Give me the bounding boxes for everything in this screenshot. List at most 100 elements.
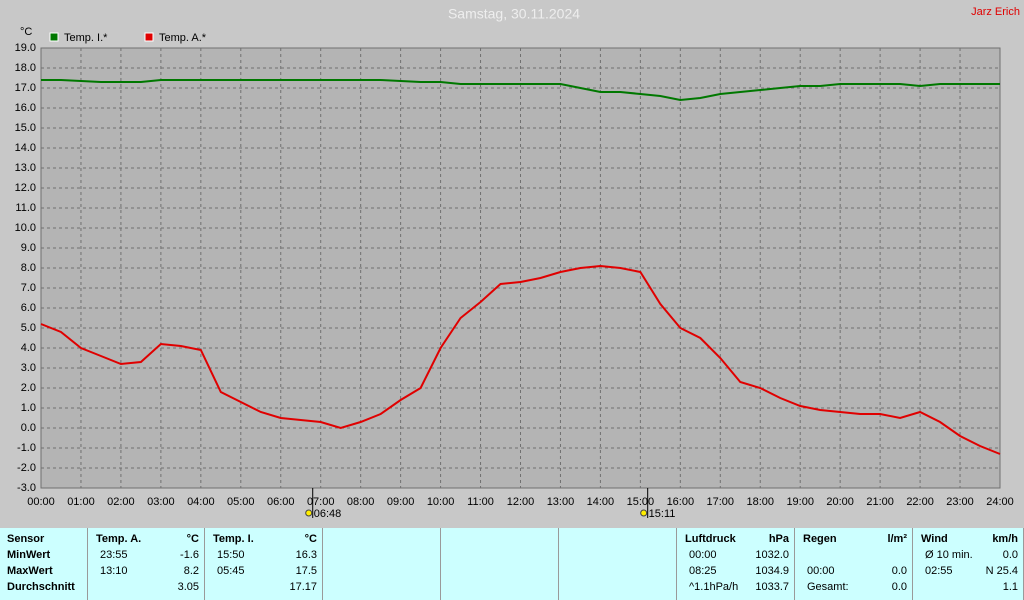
sun-icon: [305, 509, 313, 517]
table-cell: Ø 10 min.: [925, 549, 973, 561]
x-tick-label: 19:00: [786, 496, 814, 508]
x-tick-label: 17:00: [707, 496, 735, 508]
sun-icon: [640, 509, 648, 517]
x-tick-label: 01:00: [67, 496, 95, 508]
table-cell: 0.0: [891, 565, 907, 577]
y-tick-label: 2.0: [21, 382, 36, 394]
table-cell: ^1.1hPa/h: [689, 581, 739, 593]
table-cell: 15:50: [217, 549, 245, 561]
table-column: [677, 528, 795, 600]
chart-title: Samstag, 30.11.2024: [448, 6, 580, 22]
y-tick-label: 17.0: [15, 82, 36, 94]
legend-swatch: [144, 32, 154, 42]
x-tick-label: 15:00: [627, 496, 655, 508]
x-tick-label: 07:00: [307, 496, 335, 508]
table-cell: 3.05: [177, 581, 199, 593]
x-tick-label: 22:00: [906, 496, 934, 508]
table-header: km/h: [992, 533, 1018, 545]
x-tick-label: 11:00: [467, 496, 494, 508]
series-line: [41, 79, 1000, 102]
x-tick-label: 24:00: [986, 496, 1014, 508]
x-tick-label: 04:00: [187, 496, 215, 508]
plot-border: [40, 47, 1001, 489]
x-tick-label: 21:00: [866, 496, 894, 508]
x-tick-label: 08:00: [347, 496, 375, 508]
table-cell: 00:00: [689, 549, 717, 561]
table-cell: Gesamt:: [807, 581, 849, 593]
table-cell: MinWert: [7, 549, 51, 561]
table-column: [441, 528, 559, 600]
table-cell: 1033.7: [755, 581, 789, 593]
stats-table: Sensor MinWert MaxWert Durchschnitt Temp. A.…: [0, 528, 1024, 600]
y-tick-label: 12.0: [15, 182, 36, 194]
table-cell: 17.17: [289, 581, 317, 593]
table-header: Temp. I.: [213, 533, 254, 545]
series-line: [40, 264, 1001, 455]
y-tick-label: -3.0: [17, 482, 36, 494]
x-tick-label: 16:00: [667, 496, 695, 508]
y-tick-label: -1.0: [17, 442, 36, 454]
y-tick-label: 13.0: [15, 162, 36, 174]
y-axis-label: °C: [20, 26, 32, 38]
table-column: [323, 528, 441, 600]
table-cell: 08:25: [689, 565, 717, 577]
table-cell: 23:55: [100, 549, 128, 561]
y-tick-label: 6.0: [21, 302, 36, 314]
table-cell: 1034.9: [755, 565, 789, 577]
table-cell: 00:00: [807, 565, 835, 577]
x-tick-label: 18:00: [746, 496, 774, 508]
y-tick-label: -2.0: [17, 462, 36, 474]
annotation: 06:48: [314, 508, 342, 520]
table-column: [88, 528, 205, 600]
y-tick-label: 11.0: [15, 202, 36, 214]
chart: Samstag, 30.11.2024 Jarz Erich °C 19.0 18…: [15, 6, 1020, 520]
y-tick-label: 15.0: [15, 122, 36, 134]
legend-label: Temp. I.*: [64, 32, 108, 44]
table-header: Sensor: [7, 533, 45, 545]
table-cell: 0.0: [1002, 549, 1018, 561]
legend-swatch: [49, 32, 59, 42]
x-tick-label: 06:00: [267, 496, 295, 508]
y-tick-label: 9.0: [21, 242, 36, 254]
table-cell: 8.2: [183, 565, 199, 577]
annotation: 15:11: [649, 508, 676, 520]
table-header: Wind: [921, 533, 948, 545]
table-column: [559, 528, 677, 600]
x-tick-label: 13:00: [547, 496, 575, 508]
table-cell: 1.1: [1002, 581, 1018, 593]
y-tick-label: 14.0: [15, 142, 36, 154]
x-tick-label: 09:00: [387, 496, 415, 508]
table-cell: 13:10: [100, 565, 128, 577]
table-cell: 16.3: [295, 549, 317, 561]
x-tick-label: 14:00: [587, 496, 615, 508]
x-tick-label: 03:00: [147, 496, 175, 508]
y-tick-label: 8.0: [21, 262, 36, 274]
y-tick-label: 5.0: [21, 322, 36, 334]
table-cell: Durchschnitt: [7, 581, 75, 593]
table-cell: -1.6: [180, 549, 199, 561]
x-tick-label: 00:00: [27, 496, 55, 508]
table-column: [205, 528, 323, 600]
y-tick-label: 10.0: [15, 222, 36, 234]
legend-label: Temp. A.*: [159, 32, 207, 44]
y-tick-label: 19.0: [15, 42, 36, 54]
author: Jarz Erich: [971, 6, 1020, 18]
table-header: °C: [186, 533, 199, 545]
x-tick-label: 12:00: [507, 496, 535, 508]
table-header: hPa: [768, 533, 789, 545]
x-tick-label: 20:00: [826, 496, 854, 508]
y-tick-label: 0.0: [21, 422, 36, 434]
y-tick-label: 3.0: [21, 362, 36, 374]
table-column: [795, 528, 913, 600]
y-tick-label: 1.0: [21, 402, 36, 414]
table-cell: N 25.4: [985, 565, 1018, 577]
x-tick-label: 23:00: [946, 496, 974, 508]
y-tick-label: 4.0: [21, 342, 36, 354]
y-tick-label: 16.0: [15, 102, 36, 114]
table-column: [0, 528, 88, 600]
table-cell: MaxWert: [7, 565, 53, 577]
x-tick-label: 10:00: [427, 496, 455, 508]
table-header: l/m²: [887, 533, 907, 545]
table-cell: 17.5: [295, 565, 317, 577]
